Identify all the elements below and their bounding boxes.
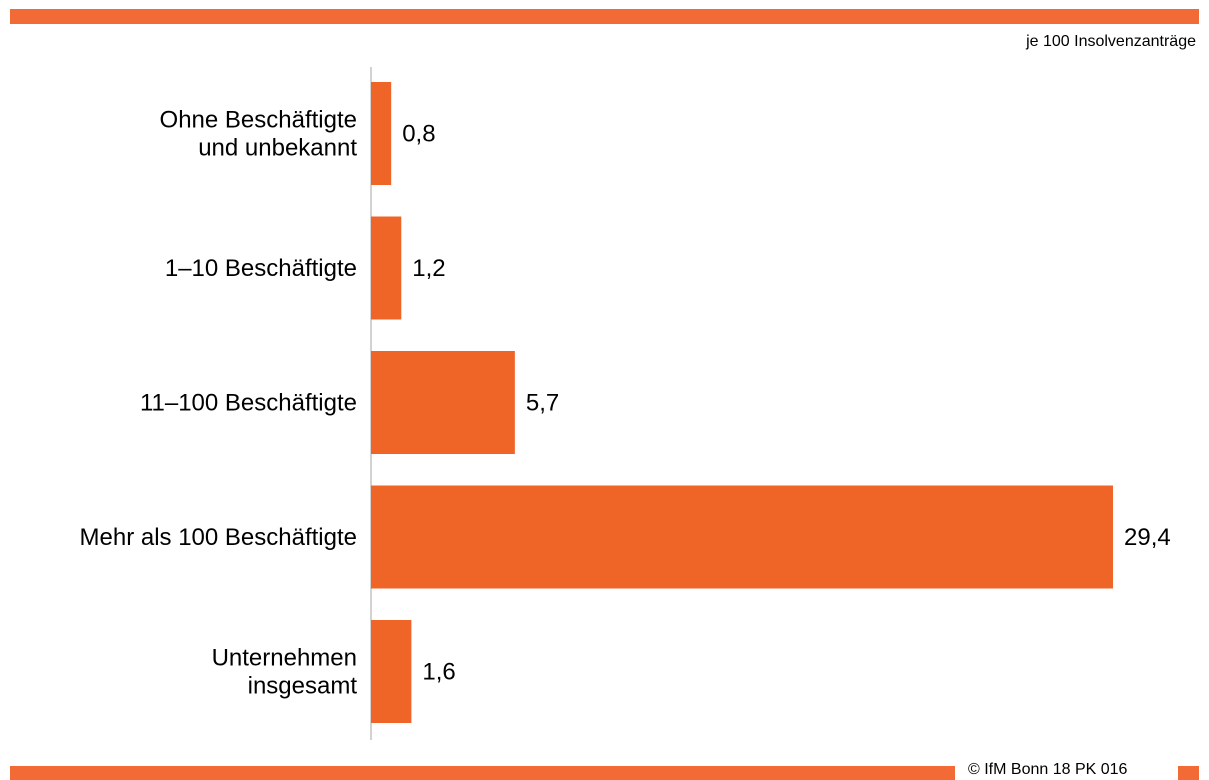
- category-label-1: 1–10 Beschäftigte: [165, 255, 357, 282]
- bottom-accent-bar: [10, 766, 955, 780]
- bar-1: [371, 216, 402, 320]
- value-label-2: 5,7: [526, 390, 559, 417]
- bottom-accent-bar-end: [1178, 766, 1199, 780]
- category-label-2: 11–100 Beschäftigte: [140, 390, 357, 417]
- category-label-3: Mehr als 100 Beschäftigte: [80, 524, 358, 551]
- category-label-4: Unternehmen insgesamt: [212, 645, 358, 700]
- bar-0: [371, 82, 392, 185]
- value-label-4: 1,6: [422, 659, 455, 686]
- bar-2: [371, 351, 515, 454]
- value-label-0: 0,8: [402, 121, 435, 148]
- value-label-3: 29,4: [1124, 524, 1171, 551]
- value-label-1: 1,2: [412, 255, 445, 282]
- category-label-0: Ohne Beschäftigte und unbekannt: [160, 107, 358, 162]
- unit-note: je 100 Insolvenzanträge: [1026, 33, 1196, 50]
- bar-4: [371, 620, 412, 723]
- copyright-note: © IfM Bonn 18 PK 016: [968, 761, 1128, 778]
- top-accent-bar: [10, 9, 1199, 24]
- bar-3: [371, 485, 1113, 589]
